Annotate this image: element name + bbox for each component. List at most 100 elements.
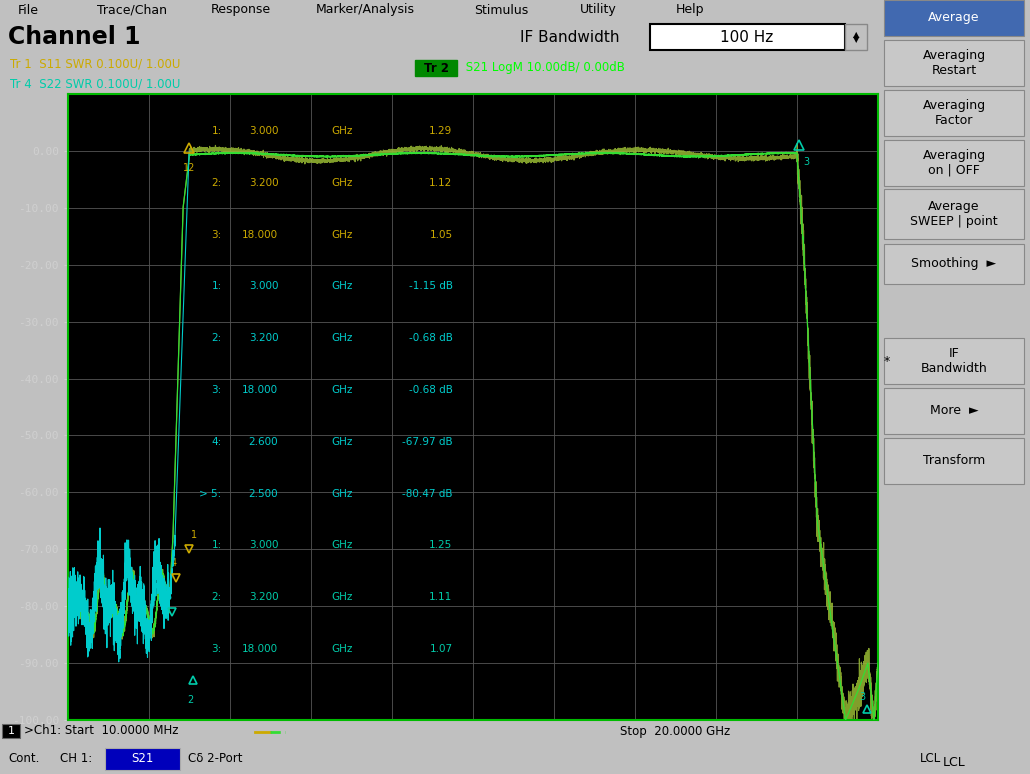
Text: IF
Bandwidth: IF Bandwidth <box>921 347 988 375</box>
Text: GHz: GHz <box>331 488 352 498</box>
Text: Marker/Analysis: Marker/Analysis <box>316 4 415 16</box>
Text: GHz: GHz <box>331 178 352 188</box>
Text: GHz: GHz <box>331 385 352 395</box>
Text: Tr 1  S11 SWR 0.100U/ 1.00U: Tr 1 S11 SWR 0.100U/ 1.00U <box>10 57 180 70</box>
Text: GHz: GHz <box>331 592 352 602</box>
Bar <box>884 189 1024 239</box>
Text: GHz: GHz <box>331 333 352 343</box>
Bar <box>845 24 867 50</box>
Text: Channel 1: Channel 1 <box>8 25 140 49</box>
Text: Averaging
on | OFF: Averaging on | OFF <box>923 149 986 177</box>
Bar <box>415 60 457 76</box>
Text: 2: 2 <box>187 695 194 705</box>
Text: 2:: 2: <box>211 333 221 343</box>
Text: 18.000: 18.000 <box>242 230 278 240</box>
Text: 3: 3 <box>860 692 866 702</box>
Text: GHz: GHz <box>331 540 352 550</box>
Bar <box>884 438 1024 484</box>
Text: >Ch1: Start  10.0000 MHz: >Ch1: Start 10.0000 MHz <box>24 724 178 738</box>
Text: 18.000: 18.000 <box>242 385 278 395</box>
Text: GHz: GHz <box>331 282 352 291</box>
Text: 3.200: 3.200 <box>248 592 278 602</box>
Text: > 5:: > 5: <box>200 488 221 498</box>
Text: 3.000: 3.000 <box>249 540 278 550</box>
Text: Cont.: Cont. <box>8 752 39 765</box>
Text: Stop  20.0000 GHz: Stop 20.0000 GHz <box>620 724 730 738</box>
Text: LCL: LCL <box>942 755 965 769</box>
Text: File: File <box>18 4 38 16</box>
Text: IF Bandwidth: IF Bandwidth <box>520 29 619 44</box>
Text: ▼: ▼ <box>853 35 859 44</box>
Text: Averaging
Factor: Averaging Factor <box>923 99 986 127</box>
Text: S21 LogM 10.00dB/ 0.00dB: S21 LogM 10.00dB/ 0.00dB <box>462 61 625 74</box>
Text: S21: S21 <box>131 752 153 765</box>
Text: GHz: GHz <box>331 126 352 136</box>
Text: GHz: GHz <box>331 230 352 240</box>
Text: 2.600: 2.600 <box>248 437 278 447</box>
Bar <box>884 90 1024 136</box>
Bar <box>105 748 180 770</box>
Bar <box>884 140 1024 186</box>
Text: 3.000: 3.000 <box>249 282 278 291</box>
Text: Smoothing  ►: Smoothing ► <box>912 258 997 270</box>
Text: Tr 4  S22 SWR 0.100U/ 1.00U: Tr 4 S22 SWR 0.100U/ 1.00U <box>10 77 180 91</box>
Text: 3: 3 <box>803 157 810 167</box>
Text: Trace/Chan: Trace/Chan <box>97 4 167 16</box>
Text: Tr 2: Tr 2 <box>423 61 448 74</box>
Bar <box>650 24 845 50</box>
Text: Response: Response <box>211 4 271 16</box>
Text: -0.68 dB: -0.68 dB <box>409 385 452 395</box>
Text: 1.29: 1.29 <box>430 126 452 136</box>
Text: 3.200: 3.200 <box>248 333 278 343</box>
Text: CH 1:: CH 1: <box>60 752 93 765</box>
Text: -0.68 dB: -0.68 dB <box>409 333 452 343</box>
Text: Average
SWEEP | point: Average SWEEP | point <box>911 200 998 228</box>
Text: Cδ 2-Port: Cδ 2-Port <box>188 752 242 765</box>
Text: -67.97 dB: -67.97 dB <box>402 437 452 447</box>
Text: 5: 5 <box>166 592 172 602</box>
Text: GHz: GHz <box>331 644 352 654</box>
Bar <box>884 40 1024 86</box>
Text: LCL: LCL <box>920 752 941 765</box>
Text: Average: Average <box>928 12 980 25</box>
Text: *: * <box>884 354 890 368</box>
Text: Stimulus: Stimulus <box>474 4 528 16</box>
Text: 3:: 3: <box>211 385 221 395</box>
Text: 1.05: 1.05 <box>430 230 452 240</box>
Text: Averaging
Restart: Averaging Restart <box>923 49 986 77</box>
Text: GHz: GHz <box>331 437 352 447</box>
Text: 1:: 1: <box>211 540 221 550</box>
Text: 3.000: 3.000 <box>249 126 278 136</box>
Text: -80.47 dB: -80.47 dB <box>402 488 452 498</box>
Text: 1:: 1: <box>211 282 221 291</box>
Text: More  ►: More ► <box>930 405 978 417</box>
Bar <box>884 244 1024 284</box>
Text: 18.000: 18.000 <box>242 644 278 654</box>
Text: 2:: 2: <box>211 178 221 188</box>
Text: Transform: Transform <box>923 454 985 467</box>
Text: 4: 4 <box>171 558 177 568</box>
Text: 3:: 3: <box>211 644 221 654</box>
Text: 3.200: 3.200 <box>248 178 278 188</box>
Text: 1.12: 1.12 <box>430 178 452 188</box>
Text: 1.07: 1.07 <box>430 644 452 654</box>
Bar <box>884 388 1024 434</box>
Text: 100 Hz: 100 Hz <box>720 29 774 44</box>
Text: 3:: 3: <box>211 230 221 240</box>
Text: Utility: Utility <box>580 4 616 16</box>
Text: 1.25: 1.25 <box>430 540 452 550</box>
Text: 2.500: 2.500 <box>248 488 278 498</box>
Text: 1: 1 <box>192 530 198 540</box>
Text: -1.15 dB: -1.15 dB <box>409 282 452 291</box>
Text: ▲: ▲ <box>853 30 859 39</box>
Text: Help: Help <box>676 4 705 16</box>
Text: 2:: 2: <box>211 592 221 602</box>
Bar <box>2 724 20 738</box>
Bar <box>884 338 1024 384</box>
Bar <box>884 0 1024 36</box>
Text: 12: 12 <box>183 163 196 173</box>
Text: 1.11: 1.11 <box>430 592 452 602</box>
Text: 1: 1 <box>7 726 14 736</box>
Text: 4:: 4: <box>211 437 221 447</box>
Text: 1:: 1: <box>211 126 221 136</box>
